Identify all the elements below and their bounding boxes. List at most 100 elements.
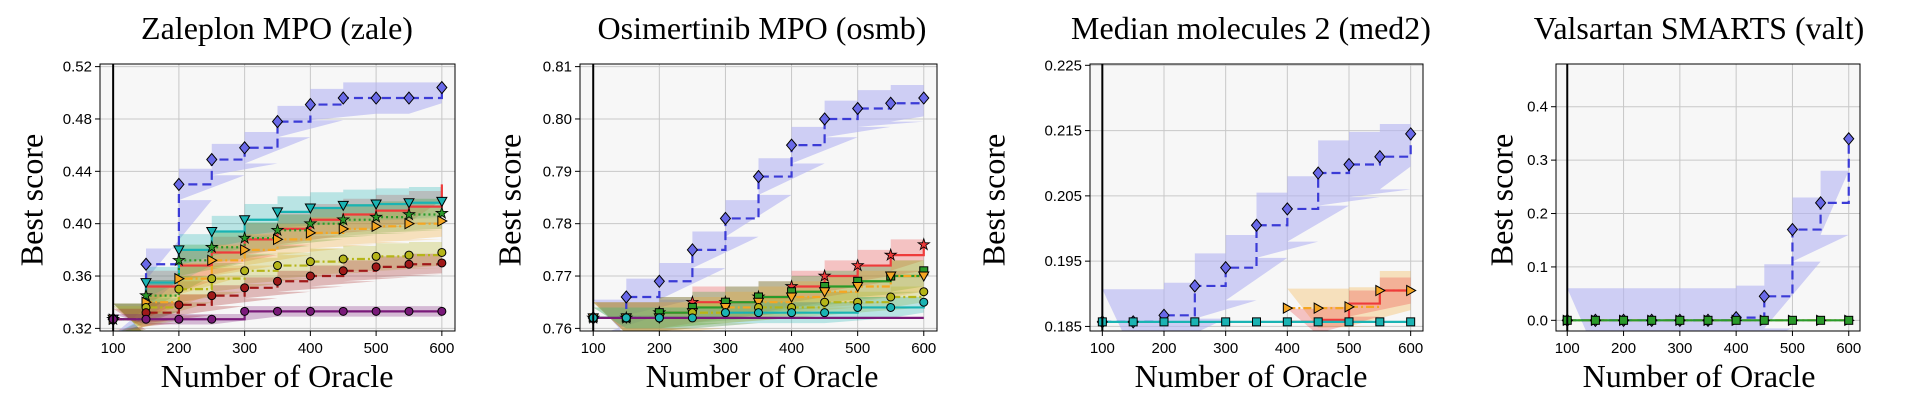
- data-point-teal: [654, 313, 664, 323]
- data-point-red: [883, 247, 898, 261]
- data-point-main: [337, 91, 349, 105]
- chart-panel-osimertinib: Osimertinib MPO (osmb) Best score Number…: [480, 0, 960, 419]
- series-line-main: [593, 98, 925, 320]
- x-tick-label: 200: [1611, 340, 1636, 357]
- series-band-main: [1102, 101, 1411, 331]
- data-point-teal: [1190, 317, 1200, 327]
- y-tick-label: 0.0: [1527, 312, 1548, 329]
- data-point-main: [403, 91, 415, 105]
- data-point-orange: [437, 215, 448, 227]
- data-point-green: [1619, 315, 1629, 325]
- data-point-olive: [371, 251, 381, 261]
- data-point-teal: [1344, 317, 1354, 327]
- data-point-green: [1759, 315, 1769, 325]
- data-point-main: [370, 91, 382, 105]
- data-point-purple: [404, 306, 414, 316]
- series-band-orange: [1287, 270, 1411, 328]
- data-point-olive: [338, 254, 348, 264]
- data-point-orange: [917, 271, 930, 283]
- series-band-green: [113, 197, 442, 331]
- x-tick-label: 100: [101, 340, 126, 357]
- y-tick-label: 0.32: [63, 320, 92, 337]
- data-point-teal: [687, 313, 697, 323]
- y-tick-label: 0.79: [543, 163, 572, 180]
- y-tick-label: 0.3: [1527, 152, 1548, 169]
- data-point-teal: [1375, 317, 1385, 327]
- series-line-purple: [113, 310, 442, 321]
- data-point-green: [139, 288, 153, 302]
- series-line-green: [593, 270, 925, 320]
- data-point-main: [304, 97, 317, 112]
- x-tick-label: 300: [1213, 340, 1238, 357]
- y-tick-label: 0.205: [1044, 188, 1082, 205]
- data-point-orange: [1344, 300, 1356, 313]
- data-point-orange: [371, 220, 383, 233]
- data-point-teal: [436, 196, 448, 208]
- x-tick-label: 100: [581, 340, 606, 357]
- data-point-purple: [207, 314, 217, 324]
- data-point-orange: [818, 287, 831, 298]
- data-point-olive: [886, 292, 896, 302]
- series-line-orange: [593, 274, 924, 320]
- data-point-teal: [886, 302, 896, 312]
- data-point-purple: [437, 306, 447, 316]
- series-band-main: [593, 79, 924, 331]
- data-point-olive: [437, 247, 447, 257]
- data-point-teal: [1282, 317, 1292, 327]
- data-point-green: [303, 216, 318, 230]
- x-tick-label: 600: [911, 340, 936, 357]
- x-axis-label: Number of Oracle: [160, 358, 394, 394]
- x-tick-label: 400: [1724, 340, 1749, 357]
- x-axis-label: Number of Oracle: [1134, 358, 1368, 394]
- chart-panel-median-molecules: Median molecules 2 (med2) Best score Num…: [960, 0, 1440, 419]
- chart-panel-zaleplon: Zaleplon MPO (zale) Best score Number of…: [0, 0, 480, 419]
- data-point-purple: [240, 306, 250, 316]
- x-tick-label: 600: [1398, 340, 1423, 357]
- data-point-red: [850, 258, 865, 272]
- data-point-main: [1281, 202, 1293, 216]
- data-point-teal: [173, 245, 185, 256]
- y-tick-label: 0.1: [1527, 259, 1548, 276]
- x-tick-label: 500: [845, 340, 870, 357]
- data-point-teal: [1252, 317, 1261, 327]
- data-point-green: [369, 209, 384, 224]
- data-point-main: [1250, 218, 1263, 233]
- data-point-purple: [273, 306, 282, 316]
- data-point-main: [1843, 131, 1855, 146]
- data-point-orange: [719, 302, 732, 314]
- data-point-green: [270, 222, 285, 237]
- y-tick-label: 0.78: [543, 216, 572, 233]
- x-tick-label: 200: [647, 340, 672, 357]
- y-tick-label: 0.36: [63, 268, 92, 285]
- series-band-olive: [113, 239, 442, 331]
- data-point-orange: [1313, 302, 1325, 315]
- data-point-teal: [754, 308, 763, 318]
- data-point-main: [1814, 196, 1827, 210]
- data-point-olive: [305, 257, 315, 267]
- y-tick-label: 0.76: [543, 320, 572, 337]
- x-tick-label: 200: [1151, 340, 1176, 357]
- y-tick-label: 0.80: [543, 111, 572, 128]
- data-point-teal: [621, 313, 631, 323]
- data-point-green: [1787, 315, 1797, 325]
- y-tick-label: 0.225: [1044, 57, 1082, 74]
- data-point-purple: [338, 306, 348, 316]
- data-point-red: [916, 237, 931, 251]
- x-tick-label: 300: [1667, 340, 1692, 357]
- data-point-main: [620, 290, 632, 304]
- data-point-main: [1374, 149, 1386, 164]
- data-point-green: [1844, 315, 1854, 325]
- data-point-teal: [271, 207, 284, 218]
- data-point-purple: [371, 306, 381, 316]
- data-point-teal: [337, 200, 350, 212]
- data-point-green: [434, 205, 449, 220]
- y-tick-label: 0.44: [63, 163, 92, 180]
- data-point-teal: [1159, 317, 1169, 327]
- x-tick-label: 100: [1555, 340, 1580, 357]
- data-point-teal: [787, 308, 797, 318]
- data-point-teal: [853, 302, 863, 312]
- chart-plot: 100 200 300 400 500 600 0.185 0.195 0.205 0.215 0.…: [1044, 57, 1424, 357]
- data-point-orange: [240, 244, 251, 256]
- data-point-orange: [752, 297, 765, 309]
- axes-frame: [1555, 63, 1861, 332]
